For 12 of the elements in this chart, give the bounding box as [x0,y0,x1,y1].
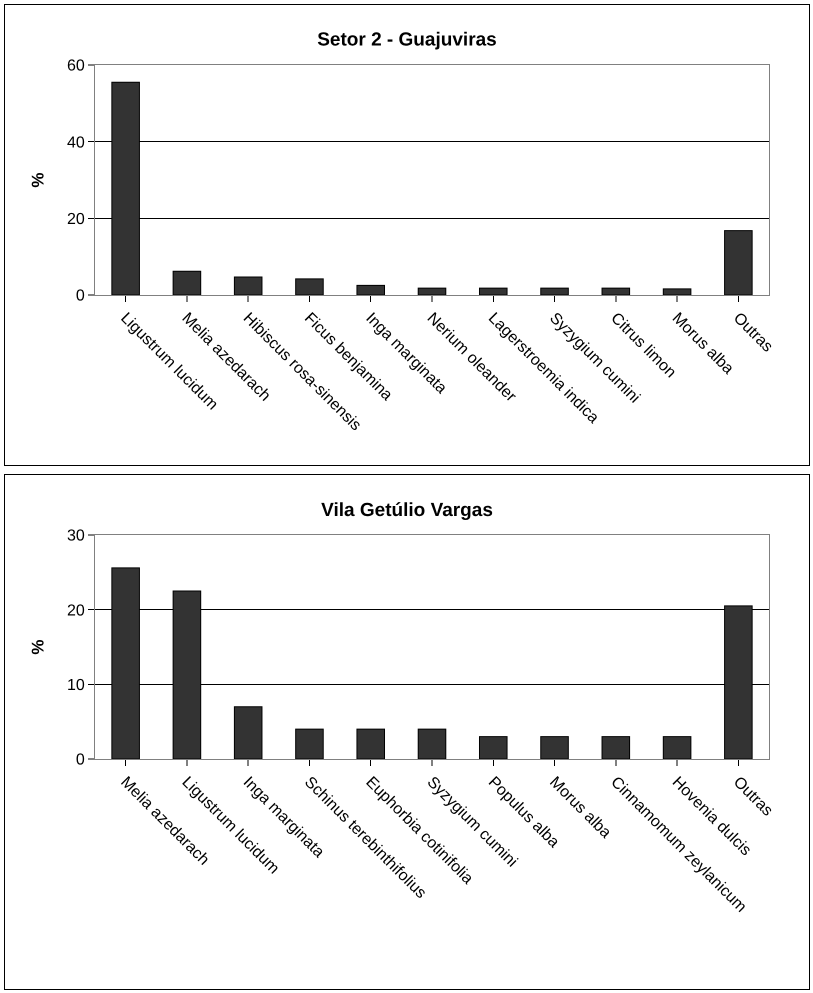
chart-title: Setor 2 - Guajuviras [317,30,497,51]
y-tick-label: 10 [67,676,85,694]
chart-title: Vila Getúlio Vargas [321,500,493,522]
y-tick-label: 40 [67,134,85,152]
y-tick-label: 60 [67,58,85,75]
y-tick-label: 30 [67,528,85,545]
y-tick-label: 20 [67,602,85,620]
y-axis-title: % [28,639,48,655]
y-tick-label: 0 [76,288,85,305]
y-tick-label: 20 [67,210,85,228]
y-axis-title: % [28,172,48,188]
y-tick-label: 0 [76,752,85,769]
